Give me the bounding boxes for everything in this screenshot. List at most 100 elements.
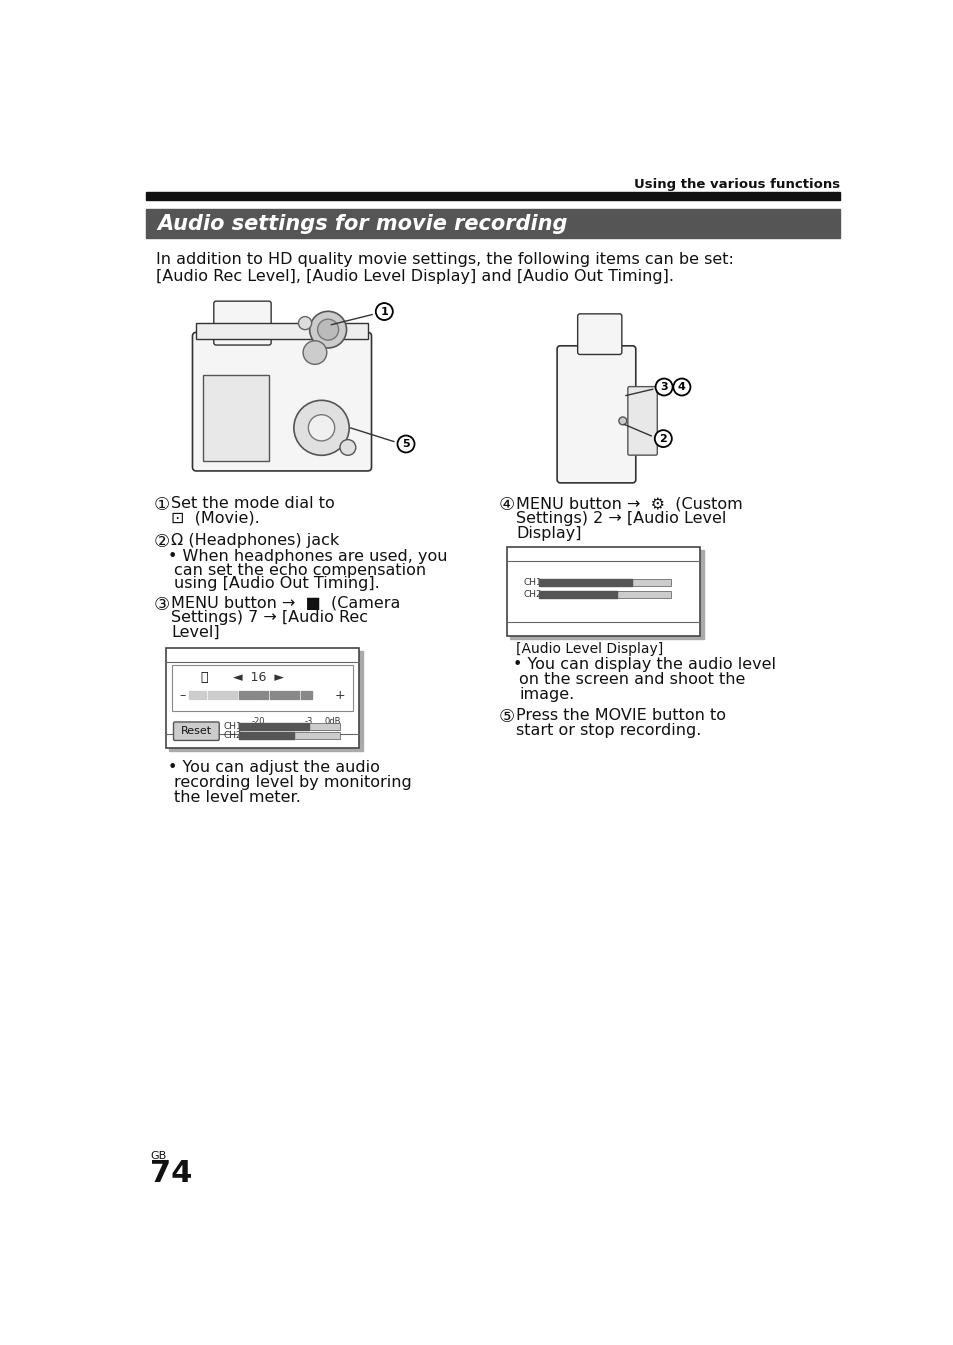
Bar: [146, 192, 840, 200]
Bar: [226, 691, 228, 699]
Bar: [213, 691, 215, 699]
Text: can set the echo compensation: can set the echo compensation: [174, 562, 426, 577]
Bar: [201, 691, 203, 699]
Bar: [203, 375, 269, 460]
Text: Using the various functions: Using the various functions: [633, 178, 840, 191]
Text: • You can adjust the audio: • You can adjust the audio: [168, 760, 379, 776]
Text: 0dB: 0dB: [324, 717, 340, 726]
FancyBboxPatch shape: [173, 722, 219, 741]
Circle shape: [618, 417, 626, 425]
Bar: [239, 732, 294, 738]
Text: +: +: [335, 689, 345, 702]
Text: 74: 74: [150, 1158, 193, 1188]
Bar: [266, 691, 268, 699]
Text: MENU button →  ■  (Camera: MENU button → ■ (Camera: [171, 596, 400, 611]
Circle shape: [317, 319, 338, 340]
Bar: [506, 547, 700, 636]
Bar: [238, 691, 240, 699]
FancyBboxPatch shape: [193, 332, 371, 471]
Circle shape: [244, 449, 254, 459]
Bar: [223, 691, 225, 699]
Text: Reset: Reset: [180, 726, 212, 736]
Bar: [275, 691, 277, 699]
Text: 2: 2: [659, 433, 666, 444]
Circle shape: [310, 311, 346, 348]
Bar: [245, 691, 247, 699]
Text: using [Audio Out Timing].: using [Audio Out Timing].: [174, 577, 379, 592]
Bar: [248, 691, 250, 699]
Bar: [297, 691, 299, 699]
Bar: [241, 691, 243, 699]
Circle shape: [654, 430, 671, 447]
Bar: [216, 691, 218, 699]
Bar: [146, 208, 840, 238]
Text: In addition to HD quality movie settings, the following items can be set:: In addition to HD quality movie settings…: [155, 253, 733, 268]
Bar: [538, 578, 670, 585]
Bar: [285, 691, 287, 699]
Bar: [172, 664, 353, 712]
Text: on the screen and shoot the: on the screen and shoot the: [518, 672, 744, 687]
Text: MENU button →  ⚙  (Custom: MENU button → ⚙ (Custom: [516, 496, 742, 511]
Bar: [300, 691, 302, 699]
Bar: [235, 691, 237, 699]
Bar: [257, 691, 259, 699]
Text: 1: 1: [380, 307, 388, 316]
Circle shape: [339, 440, 355, 456]
Bar: [239, 722, 340, 729]
Bar: [239, 722, 309, 729]
Text: ④: ④: [498, 496, 515, 514]
Text: 🎤: 🎤: [200, 671, 208, 683]
Bar: [220, 691, 222, 699]
Bar: [189, 691, 191, 699]
Bar: [195, 691, 197, 699]
Text: the level meter.: the level meter.: [174, 790, 301, 804]
Text: -3: -3: [305, 717, 313, 726]
Bar: [211, 691, 213, 699]
Text: start or stop recording.: start or stop recording.: [516, 722, 700, 737]
Bar: [509, 550, 703, 639]
Text: Settings) 7 → [Audio Rec: Settings) 7 → [Audio Rec: [171, 611, 368, 625]
FancyBboxPatch shape: [213, 301, 271, 346]
Bar: [273, 691, 274, 699]
Bar: [288, 691, 290, 699]
Text: ①: ①: [154, 496, 170, 514]
Text: 4: 4: [678, 382, 685, 391]
Text: • When headphones are used, you: • When headphones are used, you: [168, 549, 447, 564]
Circle shape: [673, 378, 690, 395]
Bar: [204, 691, 206, 699]
Bar: [538, 590, 670, 599]
Bar: [282, 691, 284, 699]
Text: Level]: Level]: [171, 625, 219, 640]
Text: CH1: CH1: [224, 722, 242, 732]
Bar: [208, 691, 210, 699]
Text: ②: ②: [154, 534, 170, 551]
Bar: [233, 691, 234, 699]
Text: [Audio Level Display]: [Audio Level Display]: [516, 642, 662, 656]
FancyBboxPatch shape: [578, 313, 621, 355]
Bar: [192, 691, 193, 699]
Circle shape: [655, 378, 672, 395]
Bar: [303, 691, 305, 699]
Bar: [270, 691, 272, 699]
Text: ◄  16  ►: ◄ 16 ►: [233, 671, 284, 683]
Text: GB: GB: [150, 1151, 167, 1161]
Text: Display]: Display]: [516, 526, 581, 541]
Bar: [307, 691, 309, 699]
Bar: [310, 691, 312, 699]
Text: Set the mode dial to: Set the mode dial to: [171, 496, 335, 511]
FancyBboxPatch shape: [557, 346, 635, 483]
Circle shape: [244, 397, 254, 408]
Text: -20: -20: [252, 717, 265, 726]
Bar: [294, 691, 296, 699]
Bar: [291, 691, 293, 699]
Bar: [196, 323, 367, 339]
Text: image.: image.: [518, 686, 574, 702]
Circle shape: [298, 316, 312, 330]
Text: CH2: CH2: [523, 590, 542, 600]
Text: Audio settings for movie recording: Audio settings for movie recording: [157, 214, 567, 234]
Circle shape: [308, 414, 335, 441]
Text: ⊡  (Movie).: ⊡ (Movie).: [171, 511, 259, 526]
Bar: [166, 648, 359, 748]
Text: [Audio Rec Level], [Audio Level Display] and [Audio Out Timing].: [Audio Rec Level], [Audio Level Display]…: [155, 269, 673, 284]
Text: CH2: CH2: [224, 732, 242, 740]
